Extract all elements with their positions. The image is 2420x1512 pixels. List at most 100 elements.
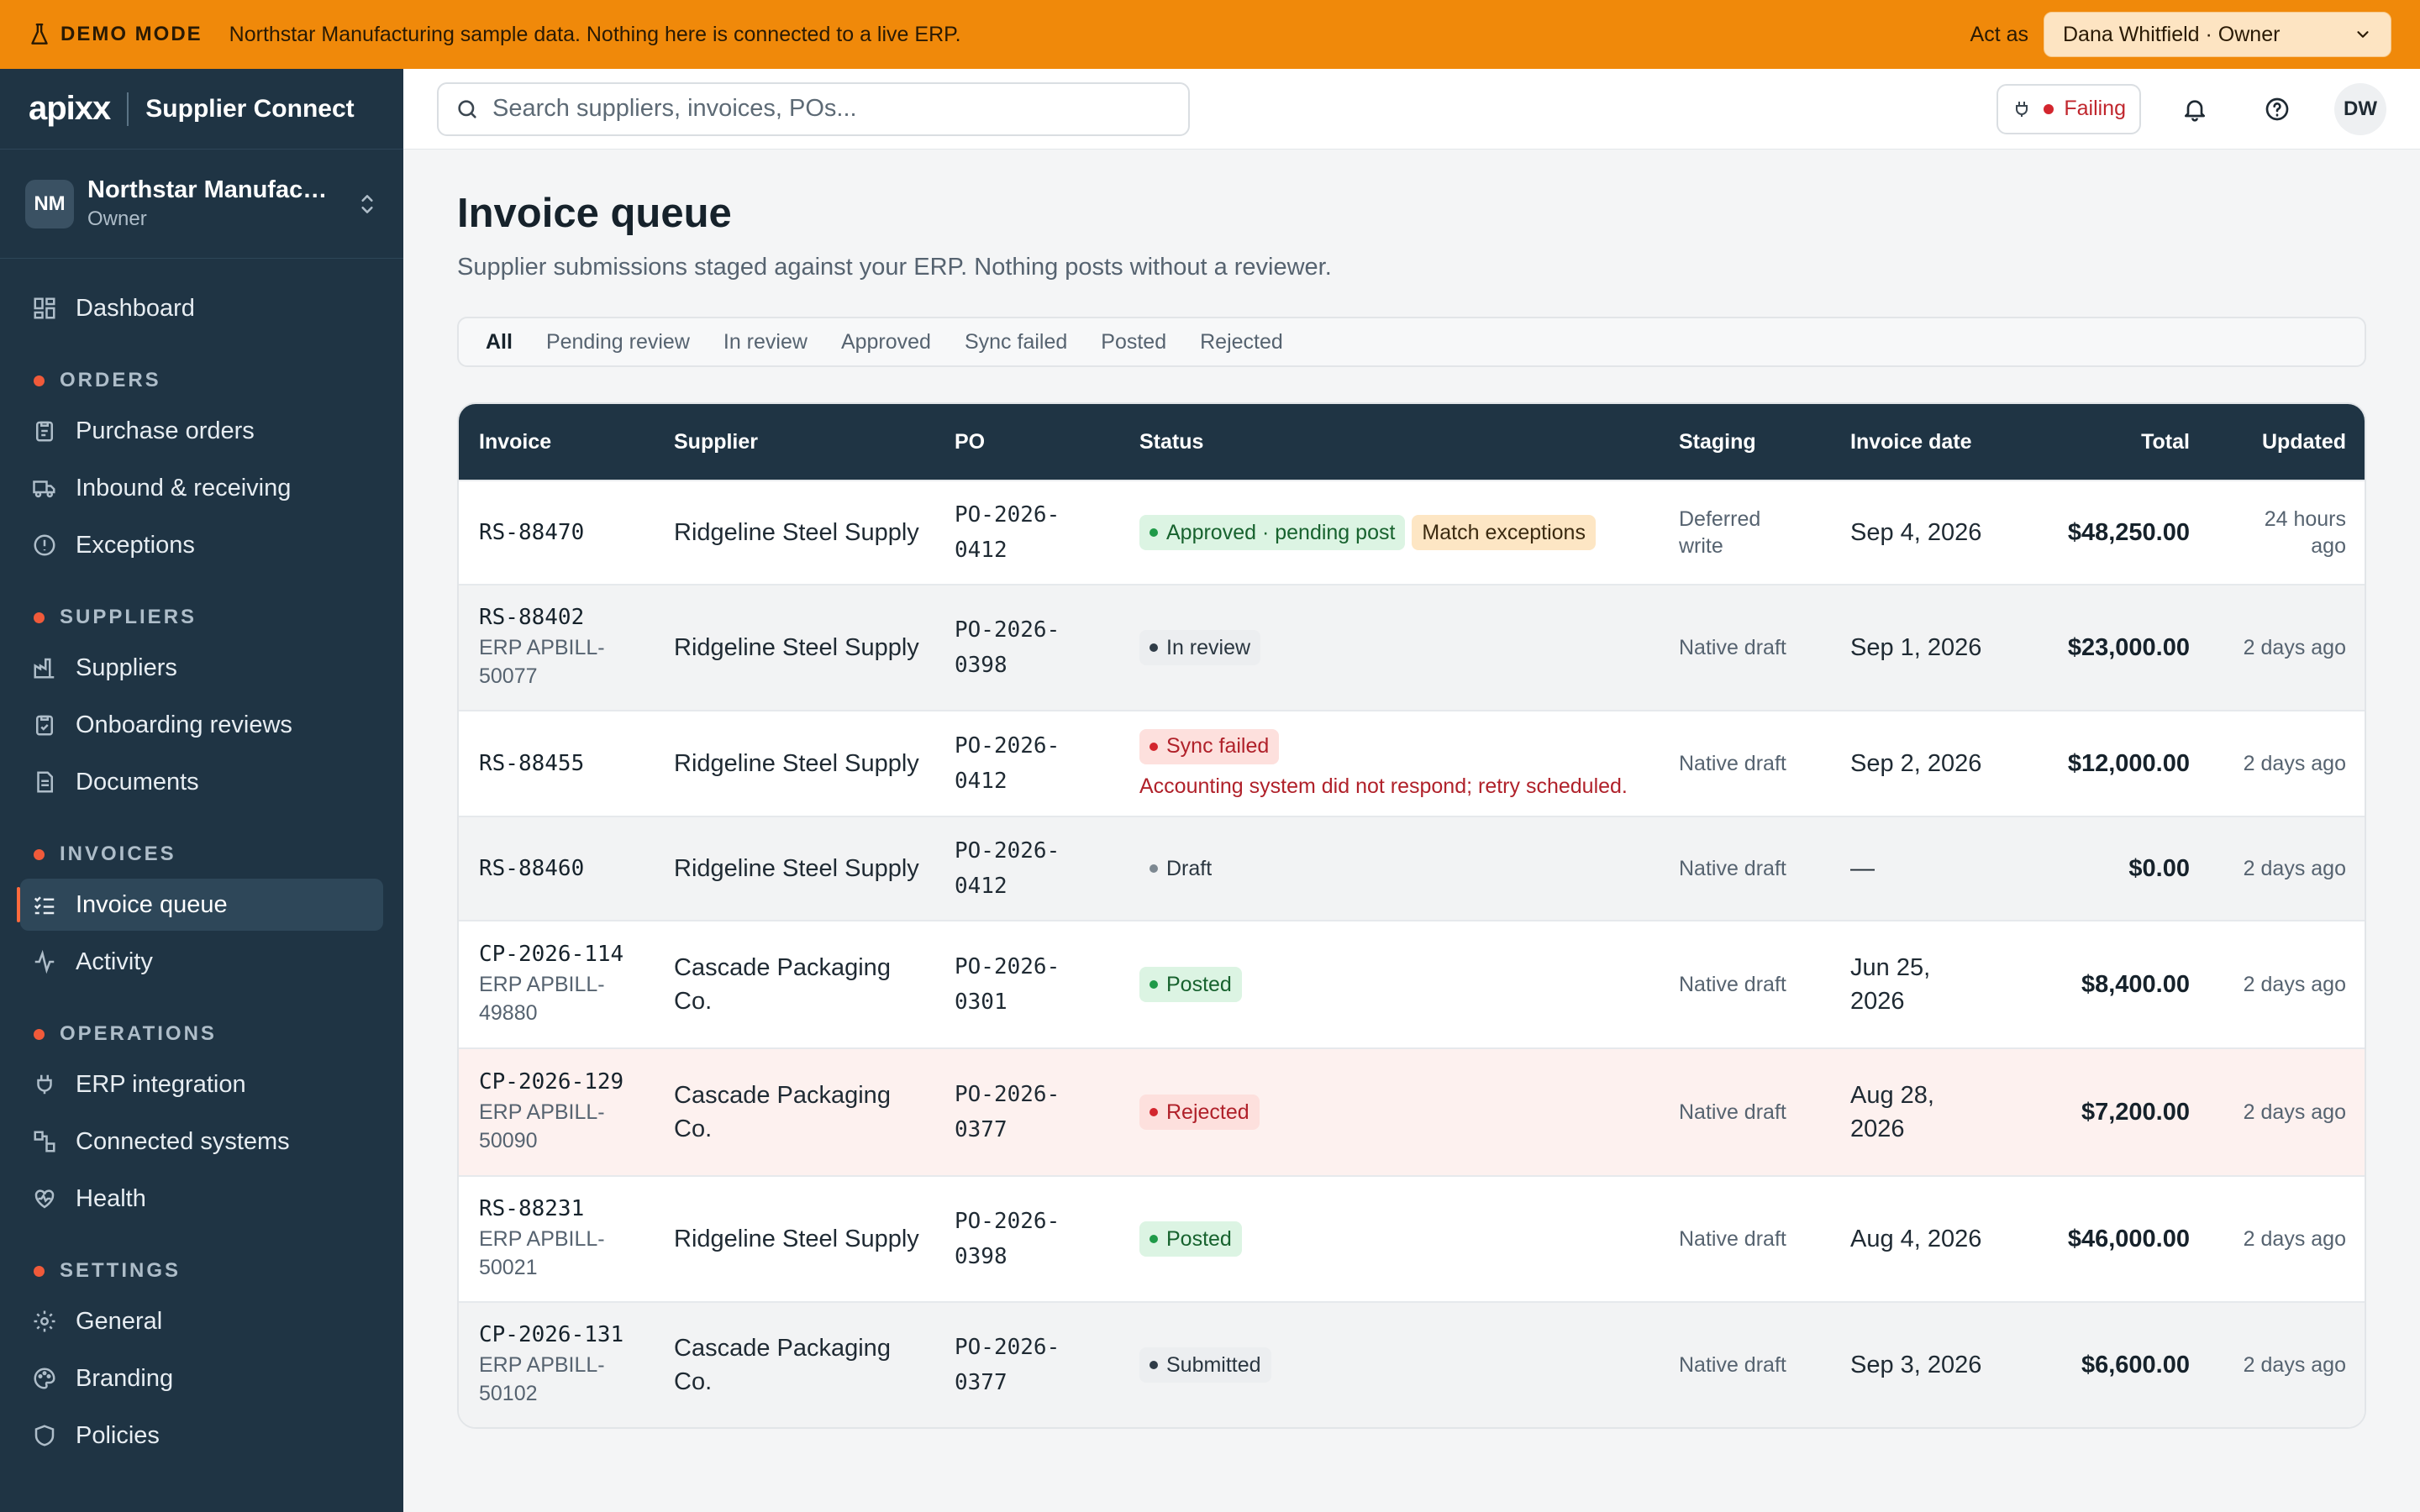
product-name: Supplier Connect (145, 94, 355, 123)
sidebar-item-dashboard[interactable]: Dashboard (20, 282, 383, 334)
org-switcher[interactable]: NM Northstar Manufacturing Owner (0, 150, 403, 259)
sidebar-item-branding[interactable]: Branding (20, 1352, 383, 1404)
sidebar-item-onboarding[interactable]: Onboarding reviews (20, 699, 383, 751)
status-text: Submitted (1166, 1352, 1261, 1377)
page-title: Invoice queue (457, 191, 732, 236)
table-row[interactable]: RS-88402 ERP APBILL-50077 Ridgeline Steel… (459, 584, 2365, 710)
tab-in-review[interactable]: In review (723, 329, 808, 354)
tab-posted[interactable]: Posted (1101, 329, 1167, 354)
table-row[interactable]: CP-2026-129 ERP APBILL-50090 Cascade Pack… (459, 1047, 2365, 1175)
sidebar-item-exceptions[interactable]: Exceptions (20, 519, 383, 571)
col-header-invoice[interactable]: Invoice (479, 429, 552, 454)
staging-mode: Native draft (1679, 857, 1786, 880)
search-box[interactable] (437, 81, 1190, 136)
invoice-total: $8,400.00 (2081, 970, 2190, 998)
col-header-supplier[interactable]: Supplier (674, 429, 759, 454)
invoice-id[interactable]: RS-88470 (479, 520, 585, 545)
updated-time: 24 hours ago (2264, 507, 2346, 558)
col-header-updated[interactable]: Updated (2262, 429, 2346, 454)
staging-mode: Native draft (1679, 752, 1786, 775)
tab-pending-review[interactable]: Pending review (545, 329, 690, 354)
staging-mode: Deferred write (1679, 507, 1761, 558)
bell-icon (2185, 99, 2205, 122)
po-number: PO-2026-0412 (955, 733, 1060, 794)
sidebar-item-label: Branding (76, 1364, 174, 1392)
invoice-date: — (1850, 855, 1875, 882)
brand-divider (127, 92, 129, 126)
search-input[interactable] (492, 95, 1165, 123)
invoice-total: $7,200.00 (2081, 1098, 2190, 1126)
sidebar-item-label: Purchase orders (76, 417, 255, 444)
sidebar-item-policies[interactable]: Policies (20, 1410, 383, 1462)
status-dot (1150, 742, 1158, 751)
erp-reference: ERP APBILL-50021 (479, 1227, 605, 1279)
topbar: Failing DW (403, 69, 2420, 150)
sidebar-item-erp-integration[interactable]: ERP integration (20, 1058, 383, 1110)
table-row[interactable]: RS-88470 Ridgeline Steel Supply PO-2026-… (459, 480, 2365, 584)
sidebar-item-health[interactable]: Health (20, 1173, 383, 1225)
tab-sync-failed[interactable]: Sync failed (964, 329, 1068, 354)
sidebar-item-suppliers[interactable]: Suppliers (20, 642, 383, 694)
col-header-po[interactable]: PO (955, 429, 986, 454)
table-row[interactable]: RS-88460 Ridgeline Steel Supply PO-2026-… (459, 816, 2365, 920)
invoice-id[interactable]: RS-88460 (479, 856, 585, 881)
sidebar-item-invoice-queue[interactable]: Invoice queue (17, 879, 383, 931)
sidebar-item-documents[interactable]: Documents (20, 756, 383, 808)
col-header-status[interactable]: Status (1139, 429, 1204, 454)
col-header-total[interactable]: Total (2141, 429, 2190, 454)
status-dot (1150, 1108, 1158, 1116)
invoice-id[interactable]: RS-88455 (479, 751, 585, 776)
tab-all[interactable]: All (486, 329, 513, 354)
invoice-table: Invoice Supplier PO Status Staging Invoi… (457, 402, 2366, 1429)
act-as-label: Act as (1970, 22, 2028, 46)
status-text: Rejected (1166, 1100, 1249, 1124)
invoice-id[interactable]: CP-2026-129 (479, 1069, 624, 1095)
invoice-id[interactable]: RS-88231 (479, 1196, 585, 1221)
plug-icon (2016, 101, 2028, 117)
brand[interactable]: apixx Supplier Connect (0, 69, 403, 150)
status-text: Approved · pending post (1166, 520, 1396, 544)
plug-icon (37, 1074, 52, 1095)
status-badge: Posted (1139, 1221, 1242, 1257)
col-header-staging[interactable]: Staging (1679, 429, 1756, 454)
table-row[interactable]: CP-2026-131 ERP APBILL-50102 Cascade Pack… (459, 1301, 2365, 1427)
page-subtitle: Supplier submissions staged against your… (457, 254, 1332, 281)
notifications-button[interactable] (2170, 84, 2220, 134)
invoice-id[interactable]: CP-2026-131 (479, 1322, 624, 1347)
updated-time: 2 days ago (2243, 973, 2346, 996)
sidebar-item-label: Exceptions (76, 531, 195, 559)
po-number: PO-2026-0377 (955, 1335, 1060, 1395)
act-as-value: Dana Whitfield · Owner (2063, 22, 2281, 46)
col-header-invoice-date[interactable]: Invoice date (1850, 429, 1972, 454)
invoice-total: $0.00 (2128, 854, 2190, 882)
user-avatar[interactable]: DW (2334, 82, 2386, 135)
status-dot (1150, 980, 1158, 989)
invoice-id[interactable]: CP-2026-114 (479, 942, 624, 967)
table-row[interactable]: CP-2026-114 ERP APBILL-49880 Cascade Pack… (459, 920, 2365, 1047)
table-row[interactable]: RS-88455 Ridgeline Steel Supply PO-2026-… (459, 710, 2365, 816)
tab-rejected[interactable]: Rejected (1200, 329, 1283, 354)
table-row[interactable]: RS-88231 ERP APBILL-50021 Ridgeline Steel… (459, 1175, 2365, 1301)
sidebar-item-inbound[interactable]: Inbound & receiving (20, 462, 383, 514)
invoice-id[interactable]: RS-88402 (479, 605, 585, 630)
sidebar-item-label: General (76, 1307, 163, 1335)
tab-approved[interactable]: Approved (840, 329, 931, 354)
status-text: Draft (1166, 856, 1213, 880)
invoice-date: Aug 28, 2026 (1850, 1082, 1934, 1142)
act-as-select[interactable]: Dana Whitfield · Owner (2044, 12, 2391, 57)
sidebar-item-purchase-orders[interactable]: Purchase orders (20, 405, 383, 457)
status-filter-tabs: All Pending review In review Approved Sy… (457, 317, 2366, 367)
demo-mode-label: DEMO MODE (60, 23, 203, 45)
supplier-name: Ridgeline Steel Supply (674, 634, 919, 661)
section-dot (34, 612, 45, 623)
help-button[interactable] (2252, 84, 2302, 134)
network-icon (34, 1131, 55, 1152)
sidebar-item-connected-systems[interactable]: Connected systems (20, 1116, 383, 1168)
sidebar-item-activity[interactable]: Activity (20, 936, 383, 988)
clipboard-check-icon (36, 715, 53, 736)
sidebar-item-general[interactable]: General (20, 1295, 383, 1347)
status-text: Sync failed (1166, 734, 1270, 758)
sidebar-item-label: Health (76, 1184, 146, 1212)
erp-reference: ERP APBILL-49880 (479, 973, 605, 1025)
erp-status-button[interactable]: Failing (1996, 83, 2141, 134)
